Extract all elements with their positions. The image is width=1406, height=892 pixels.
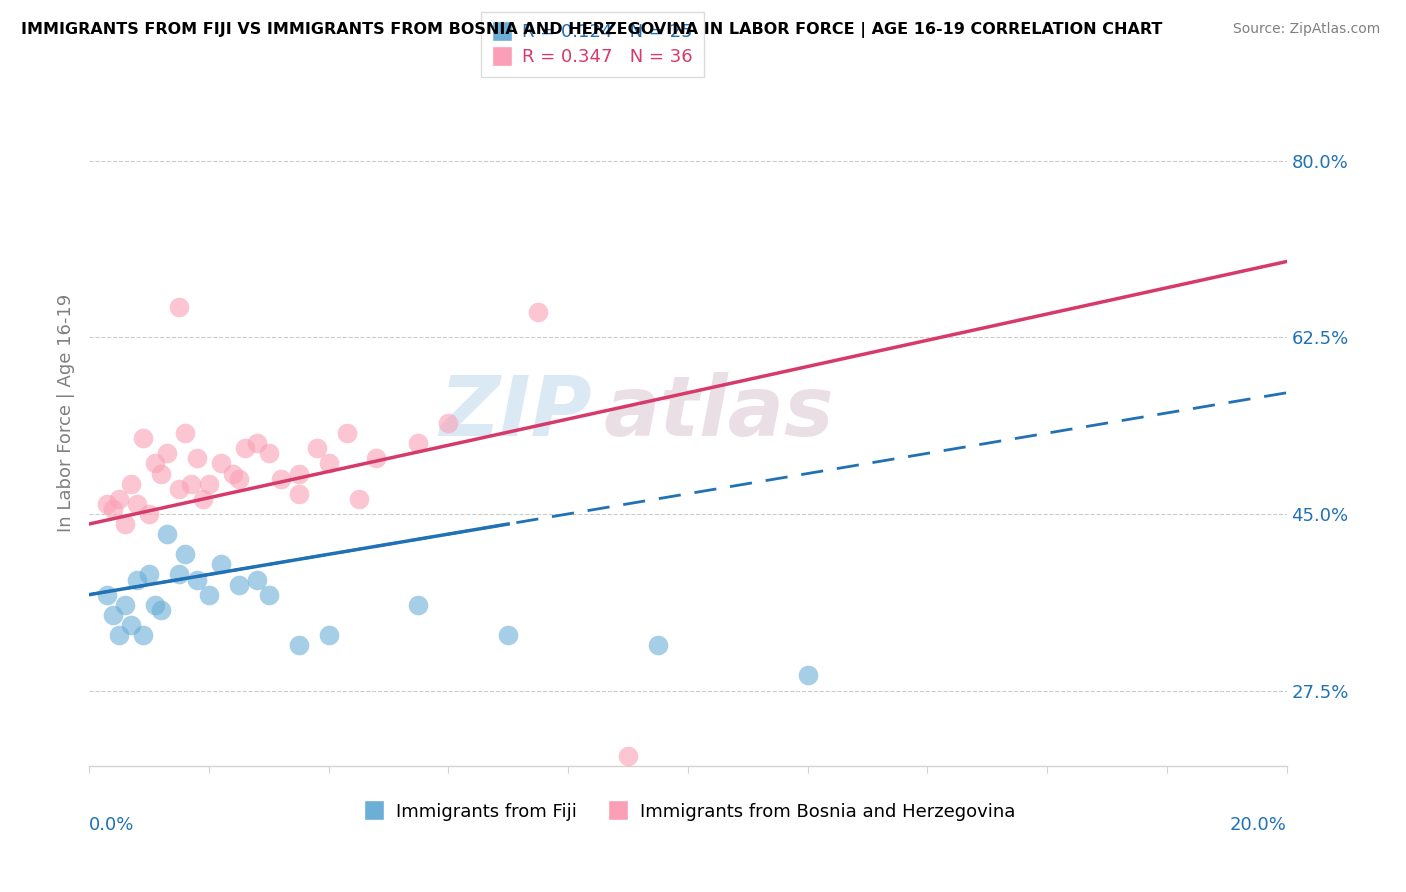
Point [408, 436, 430, 450]
Point [167, 482, 190, 496]
Point [108, 628, 131, 642]
Point [209, 558, 232, 572]
Point [437, 416, 460, 430]
Point [228, 577, 250, 591]
Text: 0.0%: 0.0% [89, 816, 135, 834]
Point [96, 588, 118, 602]
Point [186, 451, 208, 466]
Point [96, 497, 118, 511]
Point [287, 638, 309, 652]
Point [287, 467, 309, 481]
Point [246, 573, 269, 587]
Y-axis label: In Labor Force | Age 16-19: In Labor Force | Age 16-19 [58, 293, 75, 533]
Point [496, 628, 519, 642]
Point [114, 598, 136, 612]
Point [198, 476, 221, 491]
Point [120, 476, 142, 491]
Point [191, 491, 214, 506]
Point [180, 476, 202, 491]
Point [647, 638, 669, 652]
Point [143, 457, 166, 471]
Point [138, 567, 160, 582]
Point [796, 668, 818, 682]
Point [198, 588, 221, 602]
Point [173, 547, 195, 561]
Point [101, 501, 124, 516]
Point [228, 472, 250, 486]
Point [173, 426, 195, 441]
Point [233, 442, 256, 456]
Point [257, 446, 280, 460]
Text: Source: ZipAtlas.com: Source: ZipAtlas.com [1233, 22, 1381, 37]
Point [167, 567, 190, 582]
Point [101, 607, 124, 622]
Point [108, 491, 131, 506]
Point [287, 487, 309, 501]
Legend: Immigrants from Fiji, Immigrants from Bosnia and Herzegovina: Immigrants from Fiji, Immigrants from Bo… [353, 796, 1022, 828]
Point [132, 431, 155, 445]
Point [125, 573, 148, 587]
Point [270, 472, 292, 486]
Point [318, 457, 340, 471]
Point [167, 300, 190, 314]
Point [132, 628, 155, 642]
Point [149, 467, 172, 481]
Point [617, 749, 640, 764]
Point [257, 588, 280, 602]
Point [527, 305, 550, 319]
Point [120, 618, 142, 632]
Point [114, 516, 136, 531]
Point [347, 491, 370, 506]
Point [125, 497, 148, 511]
Text: atlas: atlas [605, 373, 835, 453]
Point [246, 436, 269, 450]
Point [156, 527, 179, 541]
Point [222, 467, 245, 481]
Text: ZIP: ZIP [440, 373, 592, 453]
Point [335, 426, 357, 441]
Point [408, 598, 430, 612]
Point [143, 598, 166, 612]
Point [149, 603, 172, 617]
Point [156, 446, 179, 460]
Point [186, 573, 208, 587]
Text: 20.0%: 20.0% [1230, 816, 1286, 834]
Point [209, 457, 232, 471]
Point [305, 442, 328, 456]
Point [138, 507, 160, 521]
Point [366, 451, 388, 466]
Point [318, 628, 340, 642]
Text: IMMIGRANTS FROM FIJI VS IMMIGRANTS FROM BOSNIA AND HERZEGOVINA IN LABOR FORCE | : IMMIGRANTS FROM FIJI VS IMMIGRANTS FROM … [21, 22, 1163, 38]
